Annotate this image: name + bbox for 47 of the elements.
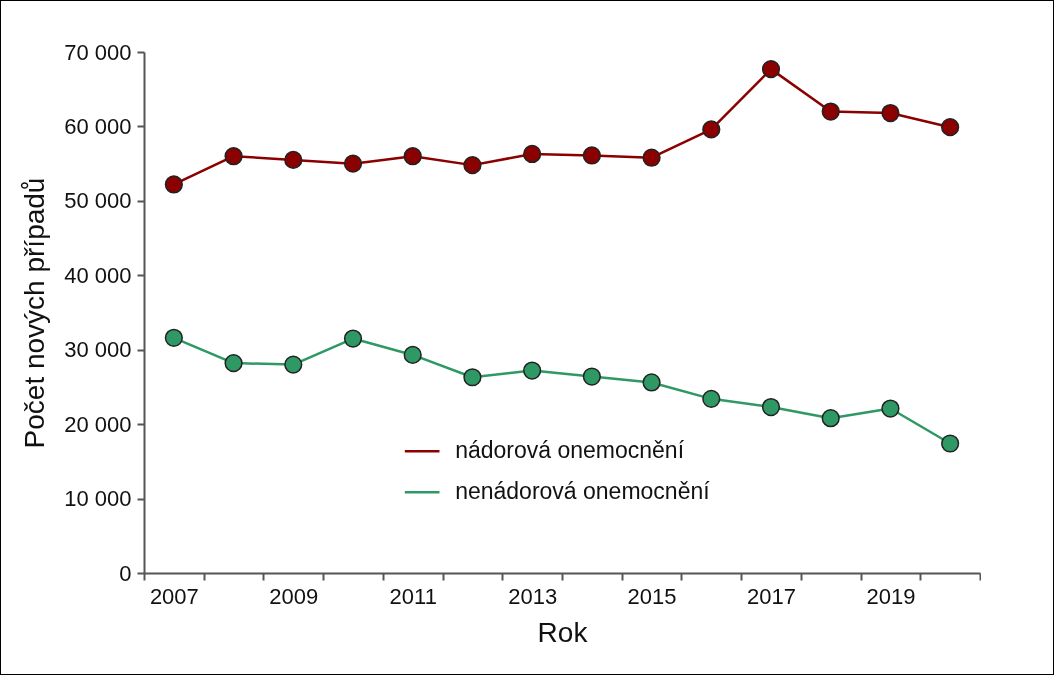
- point: [642, 148, 661, 167]
- point: [582, 146, 601, 165]
- legend-label: nádorová onemocnění: [455, 437, 685, 464]
- y-tick-label: 10 000: [64, 486, 132, 512]
- y-tick-label: 0: [119, 560, 132, 586]
- point: [523, 361, 542, 380]
- y-axis-title: Počet nových případů: [19, 177, 51, 449]
- y-tick-label: 60 000: [64, 113, 132, 139]
- point: [463, 156, 482, 175]
- point: [463, 368, 482, 387]
- point: [702, 120, 721, 139]
- point: [224, 147, 243, 166]
- y-tick-label: 20 000: [64, 411, 132, 437]
- point: [164, 328, 183, 347]
- point: [403, 345, 422, 365]
- point: [224, 354, 243, 373]
- x-tick-label: 2011: [389, 583, 437, 609]
- point: [343, 154, 363, 173]
- point: [761, 397, 781, 417]
- point: [164, 175, 183, 194]
- point: [582, 367, 601, 386]
- y-tick-label: 40 000: [64, 262, 132, 288]
- point: [881, 399, 900, 418]
- x-tick-label: 2015: [627, 583, 677, 609]
- point: [881, 103, 900, 123]
- y-tick-label: 50 000: [64, 188, 132, 214]
- x-tick-label: 2007: [149, 583, 199, 609]
- point: [702, 389, 721, 408]
- x-tick-label: 2017: [747, 583, 796, 609]
- point: [343, 329, 363, 348]
- x-tick-label: 2009: [269, 583, 319, 609]
- legend-label: nenádorová onemocnění: [455, 478, 711, 505]
- x-tick-label: 2019: [866, 583, 916, 609]
- point: [761, 60, 781, 79]
- y-tick-label: 70 000: [64, 39, 132, 65]
- point: [523, 144, 542, 164]
- point: [403, 147, 422, 166]
- point: [284, 150, 303, 170]
- point: [941, 434, 960, 453]
- point: [821, 409, 840, 428]
- point: [821, 102, 840, 121]
- x-axis-title: Rok: [537, 616, 589, 648]
- x-tick-label: 2013: [508, 583, 558, 609]
- point: [284, 355, 303, 374]
- y-tick-label: 30 000: [64, 337, 132, 363]
- point: [642, 373, 661, 392]
- point: [941, 118, 960, 137]
